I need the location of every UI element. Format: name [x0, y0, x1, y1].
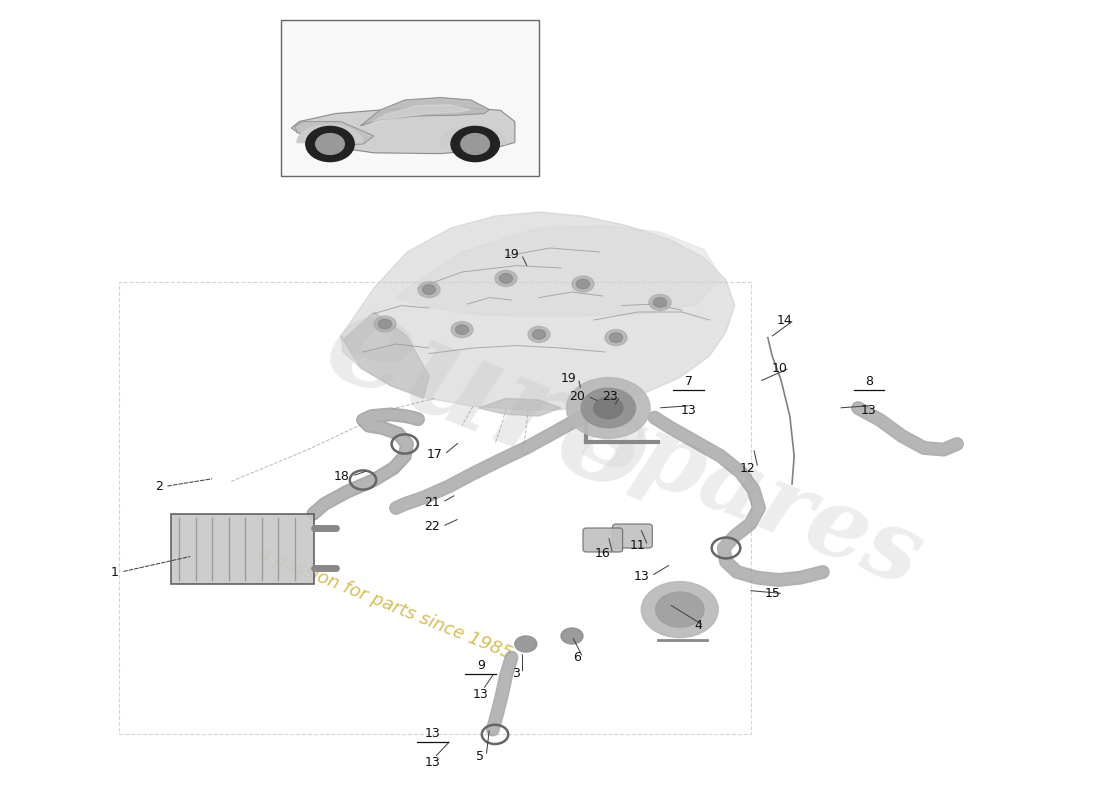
- Circle shape: [418, 282, 440, 298]
- Text: 21: 21: [425, 496, 440, 509]
- Text: 7: 7: [684, 375, 693, 388]
- Text: 18: 18: [334, 470, 350, 482]
- Text: 1: 1: [111, 566, 119, 578]
- Polygon shape: [396, 226, 720, 316]
- Text: euro: euro: [308, 277, 669, 523]
- Polygon shape: [440, 126, 506, 144]
- Circle shape: [566, 378, 650, 438]
- Circle shape: [451, 322, 473, 338]
- Text: 22: 22: [425, 520, 440, 533]
- Circle shape: [515, 636, 537, 652]
- Bar: [119, 282, 751, 734]
- FancyBboxPatch shape: [613, 524, 652, 548]
- Circle shape: [422, 285, 436, 294]
- Text: 9: 9: [476, 659, 485, 672]
- Text: 13: 13: [425, 727, 440, 740]
- Text: 15: 15: [766, 587, 781, 600]
- Text: 16: 16: [595, 547, 610, 560]
- FancyBboxPatch shape: [170, 514, 314, 584]
- Circle shape: [461, 134, 490, 154]
- Text: 10: 10: [772, 362, 788, 374]
- Text: 2: 2: [155, 480, 163, 493]
- Text: 3: 3: [513, 667, 520, 680]
- Text: 11: 11: [630, 539, 646, 552]
- FancyBboxPatch shape: [583, 528, 623, 552]
- Circle shape: [561, 628, 583, 644]
- Circle shape: [374, 316, 396, 332]
- Circle shape: [532, 330, 546, 339]
- Circle shape: [306, 126, 354, 162]
- Polygon shape: [341, 312, 429, 398]
- Bar: [280, 20, 539, 176]
- Text: 19: 19: [504, 248, 519, 261]
- Text: 13: 13: [861, 404, 877, 417]
- Circle shape: [572, 276, 594, 292]
- Polygon shape: [341, 212, 735, 410]
- Circle shape: [609, 333, 623, 342]
- Polygon shape: [370, 105, 471, 125]
- Circle shape: [641, 582, 718, 638]
- Polygon shape: [295, 122, 374, 146]
- Text: spares: spares: [572, 386, 935, 606]
- Text: 14: 14: [777, 314, 792, 326]
- Circle shape: [499, 274, 513, 283]
- Text: 20: 20: [570, 390, 585, 402]
- Polygon shape: [297, 125, 363, 142]
- Circle shape: [605, 330, 627, 346]
- Text: 23: 23: [603, 390, 618, 402]
- Text: 17: 17: [427, 448, 442, 461]
- Polygon shape: [361, 98, 490, 126]
- Circle shape: [594, 398, 623, 418]
- Text: 8: 8: [865, 375, 873, 388]
- Text: 12: 12: [740, 462, 756, 474]
- Circle shape: [455, 325, 469, 334]
- Text: 13: 13: [425, 756, 440, 769]
- Circle shape: [316, 134, 344, 154]
- Text: 6: 6: [573, 651, 581, 664]
- Circle shape: [576, 279, 590, 289]
- Circle shape: [649, 294, 671, 310]
- Circle shape: [528, 326, 550, 342]
- Circle shape: [656, 592, 704, 627]
- Text: 13: 13: [681, 404, 696, 417]
- Polygon shape: [292, 107, 515, 154]
- Text: 5: 5: [476, 750, 484, 762]
- Polygon shape: [478, 398, 561, 416]
- Circle shape: [581, 388, 636, 428]
- Text: 19: 19: [561, 372, 576, 385]
- Circle shape: [451, 126, 499, 162]
- Text: 4: 4: [694, 619, 702, 632]
- Circle shape: [653, 298, 667, 307]
- Text: 13: 13: [634, 570, 649, 582]
- Circle shape: [495, 270, 517, 286]
- Circle shape: [378, 319, 392, 329]
- Text: a passion for parts since 1985: a passion for parts since 1985: [255, 545, 515, 663]
- Text: 13: 13: [473, 688, 488, 701]
